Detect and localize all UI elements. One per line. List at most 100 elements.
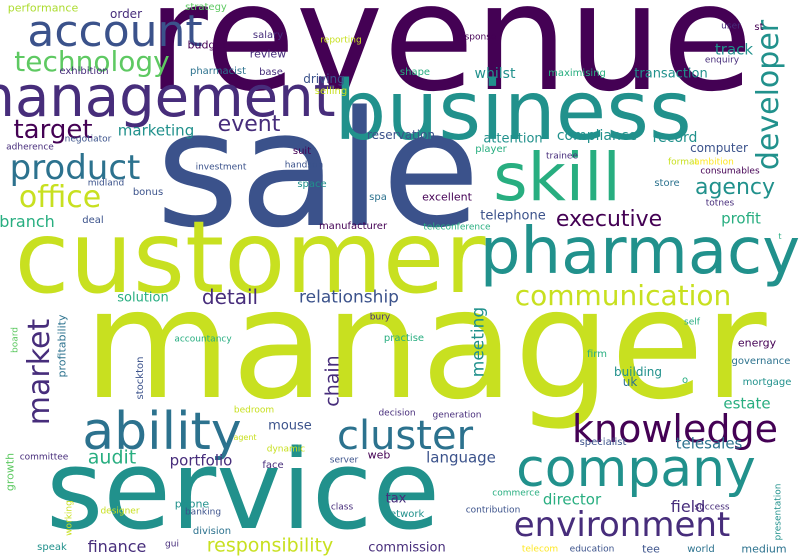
word-store: store (654, 178, 680, 189)
word-relationship: relationship (299, 287, 399, 308)
word-generation: generation (432, 410, 482, 421)
word-language: language (426, 448, 496, 467)
word-transaction: transaction (634, 66, 708, 82)
word-attention: attention (483, 131, 543, 147)
word-base: base (259, 67, 283, 78)
word-accountancy: accountancy (174, 334, 232, 345)
word-consumables: consumables (700, 166, 760, 177)
word-compliance: compliance (556, 128, 638, 144)
word-ambition: ambition (694, 157, 734, 168)
word-mortgage: mortgage (742, 377, 792, 388)
word-success: success (694, 502, 730, 513)
word-cluster: cluster (336, 413, 474, 459)
word-driving: driving (303, 72, 345, 86)
word-totnes: totnes (705, 198, 735, 209)
word-telephone: telephone (480, 208, 546, 224)
word-specialist: specialist (579, 437, 627, 448)
word-office: office (18, 180, 102, 215)
word-commerce: commerce (492, 488, 540, 499)
word-manufacturer: manufacturer (318, 221, 388, 232)
word-telesales: telesales (675, 434, 743, 453)
word-enquiry: enquiry (704, 55, 740, 66)
word-format: format (667, 157, 699, 168)
word-uk: uk (622, 375, 638, 389)
word-company: company (516, 439, 756, 499)
word-record: record (652, 130, 698, 146)
word-reservation: reservation (366, 128, 436, 142)
word-bedroom: bedroom (233, 405, 275, 416)
word-telecom: telecom (521, 544, 559, 555)
word-meeting: meeting (468, 306, 489, 378)
word-excellent: excellent (422, 190, 472, 204)
word-detail: detail (201, 285, 259, 309)
word-marketing: marketing (117, 121, 195, 140)
word-banking: banking (184, 507, 222, 518)
word-board: board (10, 327, 21, 353)
word-performance: performance (7, 1, 79, 15)
word-solution: solution (117, 290, 169, 306)
word-working: working (64, 500, 75, 536)
word-gui: gui (165, 539, 179, 550)
word-market: market (22, 318, 57, 426)
word-teleconference: teleconference (423, 222, 491, 233)
word-communication: communication (514, 279, 732, 312)
word-web: web (367, 448, 391, 462)
word-budget: budget (187, 38, 227, 52)
word-review: review (249, 47, 287, 61)
word-agency: agency (694, 175, 776, 200)
word-practise: practise (383, 333, 425, 344)
word-firm: firm (587, 349, 607, 360)
word-t: t (778, 232, 782, 241)
word-investment: investment (195, 162, 247, 173)
word-executive: executive (555, 207, 663, 232)
word-growth: growth (3, 452, 17, 492)
word-adherence: adherence (6, 142, 54, 153)
word-skill: skill (493, 139, 621, 216)
word-ability: ability (82, 402, 242, 462)
word-medium: medium (741, 542, 787, 556)
word-server: server (329, 455, 359, 466)
word-manager: manager (83, 256, 767, 433)
word-order: order (110, 7, 142, 21)
word-whilst: whilst (474, 66, 516, 82)
word-bury: bury (369, 312, 391, 323)
word-negotiator: negotiator (64, 134, 112, 145)
word-midland: midland (87, 178, 125, 189)
word-sale: sale (155, 76, 481, 263)
word-handson: handson (284, 160, 324, 171)
word-chain: chain (321, 355, 344, 407)
word-product: product (9, 148, 141, 188)
word-pharmacy: pharmacy (479, 215, 800, 289)
word-decision: decision (378, 408, 416, 419)
word-maximising: maximising (548, 68, 606, 79)
word-face: face (262, 460, 284, 471)
word-customer: customer (14, 199, 486, 316)
word-o: o (681, 375, 689, 386)
word-tee: tee (642, 542, 660, 556)
word-response: response (455, 32, 497, 43)
word-education: education (569, 544, 615, 555)
word-agent: agent (233, 433, 257, 442)
word-pharmacist: pharmacist (189, 66, 247, 77)
word-exhibition: exhibition (59, 66, 109, 77)
word-profit: profit (721, 209, 761, 228)
word-service: service (45, 426, 441, 554)
word-world: world (687, 544, 715, 555)
word-class: class (330, 502, 354, 513)
word-bonus: bonus (132, 187, 164, 198)
word-developer: developer (751, 19, 786, 171)
word-track: track (714, 40, 754, 59)
word-tax: tax (385, 491, 407, 507)
word-strategy: strategy (185, 2, 227, 13)
word-deal: deal (82, 215, 104, 226)
word-audit: audit (87, 446, 137, 469)
word-network: network (383, 509, 425, 520)
word-selling: selling (314, 86, 348, 97)
word-director: director (542, 490, 602, 509)
word-commission: commission (368, 540, 446, 556)
word-salary: salary (252, 30, 284, 41)
word-committee: committee (19, 452, 69, 463)
word-technology: technology (14, 45, 170, 78)
word-trainee: trainee (545, 151, 579, 162)
